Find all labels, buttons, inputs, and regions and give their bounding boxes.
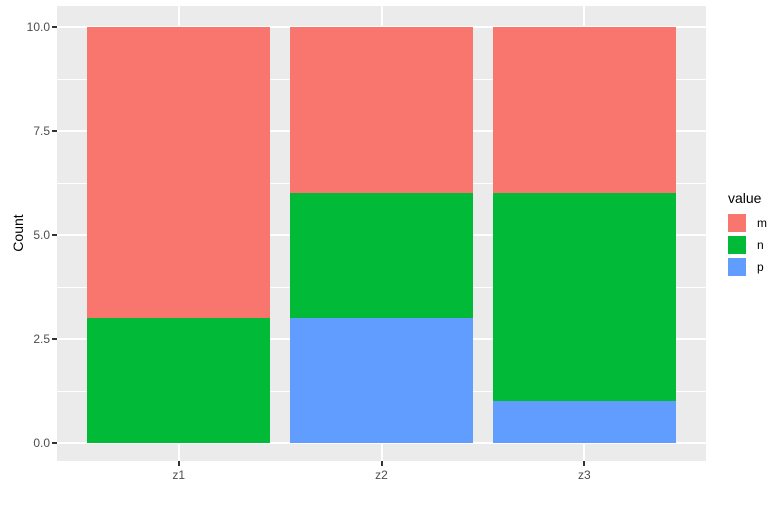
x-tick-label: z1: [172, 468, 186, 482]
x-tick-label: z2: [375, 468, 388, 482]
y-tick-label: 0.0: [33, 436, 50, 450]
legend-entry-n: n: [728, 236, 767, 254]
plot-panel: [57, 6, 706, 461]
legend-entry-m: m: [728, 214, 767, 232]
legend-entry-label: n: [757, 238, 764, 252]
bar-segment-z1-n: [87, 318, 270, 443]
y-tick-label: 2.5: [33, 332, 50, 346]
legend-entry-label: m: [757, 216, 767, 230]
legend-key-swatch: [728, 236, 746, 254]
y-tick-mark: [52, 234, 57, 236]
x-tick-mark: [583, 461, 586, 466]
legend-entry-p: p: [728, 258, 767, 276]
bar-segment-z3-n: [493, 193, 676, 402]
y-tick-label: 7.5: [33, 124, 50, 138]
legend-key-swatch: [728, 214, 746, 232]
bar-segment-z3-m: [493, 27, 676, 194]
bar-segment-z1-m: [87, 27, 270, 319]
legend-title: value: [728, 190, 762, 206]
bar-segment-z2-m: [290, 27, 473, 194]
x-tick-label: z3: [577, 468, 591, 482]
bar-segment-z2-p: [290, 318, 473, 443]
y-tick-mark: [52, 442, 57, 444]
y-tick-mark: [52, 338, 57, 340]
bar-segment-z3-p: [493, 401, 676, 443]
y-tick-label: 10.0: [26, 20, 50, 34]
legend-entry-label: p: [757, 260, 764, 274]
legend-key-swatch: [728, 258, 746, 276]
bar-segment-z2-n: [290, 193, 473, 319]
x-tick-mark: [177, 461, 180, 466]
y-tick-mark: [52, 26, 57, 28]
x-tick-mark: [380, 461, 383, 466]
y-tick-label: 5.0: [33, 228, 50, 242]
y-tick-mark: [52, 130, 57, 132]
